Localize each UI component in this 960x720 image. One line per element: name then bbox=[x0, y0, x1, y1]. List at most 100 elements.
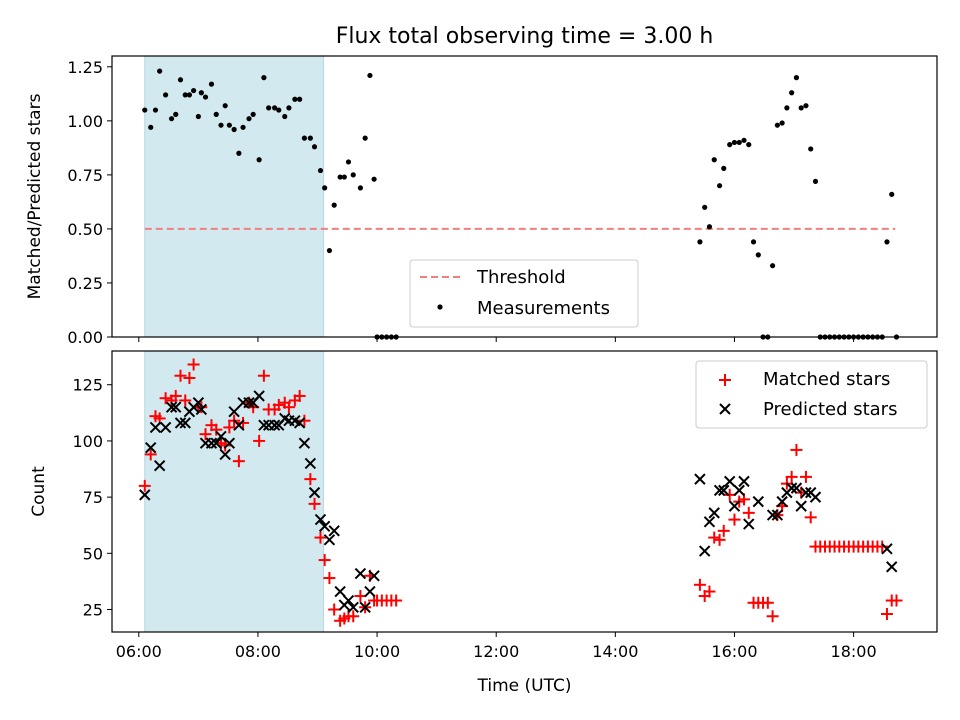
predicted-star-point bbox=[304, 457, 317, 470]
predicted-star-point bbox=[790, 482, 803, 494]
matched-star-point bbox=[799, 470, 812, 483]
top-y-axis-label: Matched/Predicted stars bbox=[25, 93, 45, 299]
x-tick-label: 08:00 bbox=[235, 642, 281, 661]
matched-star-point bbox=[199, 428, 212, 441]
predicted-star-point bbox=[145, 441, 157, 454]
chart-title: Flux total observing time = 3.00 h bbox=[336, 24, 714, 49]
measurement-point bbox=[727, 142, 733, 148]
predicted-star-point bbox=[215, 430, 227, 443]
predicted-star-point bbox=[314, 513, 327, 526]
measurement-point bbox=[266, 105, 272, 111]
predicted-star-point bbox=[881, 543, 893, 555]
measurement-point bbox=[307, 135, 313, 141]
y-tick-label: 0.25 bbox=[67, 274, 103, 293]
matched-star-point bbox=[318, 554, 331, 567]
measurement-point bbox=[784, 105, 790, 111]
top-axes-frame bbox=[111, 55, 938, 338]
legend-matched-label: Matched stars bbox=[763, 369, 890, 390]
predicted-star-point bbox=[752, 495, 765, 508]
measurement-point bbox=[326, 247, 333, 254]
matched-star-point bbox=[323, 572, 336, 585]
predicted-star-point bbox=[718, 484, 730, 497]
measurement-point bbox=[774, 122, 780, 128]
measurements-points bbox=[142, 68, 900, 340]
measurement-point bbox=[345, 159, 352, 165]
bottom-legend: Matched stars Predicted stars bbox=[695, 360, 928, 429]
matched-star-point bbox=[703, 585, 716, 598]
measurement-point bbox=[297, 96, 303, 102]
measurement-point bbox=[706, 224, 713, 230]
legend-threshold-label: Threshold bbox=[476, 267, 566, 288]
predicted-star-point bbox=[776, 495, 788, 508]
predicted-star-point bbox=[368, 570, 380, 582]
measurement-point bbox=[231, 126, 237, 133]
matched-star-point bbox=[761, 596, 774, 609]
observing-window-shade-bottom bbox=[144, 350, 324, 633]
matched-star-point bbox=[717, 524, 730, 537]
predicted-star-point bbox=[354, 567, 367, 580]
measurement-point bbox=[371, 176, 377, 182]
measurement-point bbox=[177, 77, 184, 83]
matched-star-point bbox=[766, 610, 779, 623]
predicted-star-point bbox=[195, 403, 208, 416]
measurement-point bbox=[186, 92, 193, 98]
predicted-star-point bbox=[192, 396, 205, 409]
legend-measurements-label: Measurements bbox=[477, 298, 610, 319]
matched-star-point bbox=[790, 443, 803, 456]
bottom-axes-frame bbox=[111, 350, 938, 633]
x-tick-label: 18:00 bbox=[831, 642, 877, 661]
measurement-point bbox=[812, 178, 819, 184]
legend-predicted-label: Predicted stars bbox=[763, 399, 897, 420]
predicted-star-point bbox=[258, 419, 270, 431]
measurement-point bbox=[808, 146, 814, 152]
matched-star-point bbox=[742, 506, 755, 519]
matched-star-point bbox=[293, 389, 306, 402]
predicted-star-point bbox=[347, 601, 359, 613]
matched-star-point bbox=[159, 392, 172, 405]
predicted-stars-points bbox=[139, 390, 898, 613]
bottom-y-axis-label: Count bbox=[29, 466, 49, 517]
measurement-point bbox=[191, 87, 197, 94]
bottom-panel: 25 50 75 100 125 06:00 08:00 10:00 12:00 14:00 16… bbox=[29, 350, 938, 696]
matched-star-point bbox=[890, 594, 903, 607]
predicted-star-point bbox=[253, 390, 265, 402]
predicted-star-point bbox=[308, 486, 321, 499]
predicted-star-point bbox=[153, 459, 166, 472]
predicted-star-point bbox=[243, 396, 255, 409]
predicted-star-point bbox=[223, 437, 236, 449]
predicted-star-point bbox=[738, 475, 750, 488]
measurement-point bbox=[195, 113, 201, 120]
top-legend: Threshold Measurements bbox=[409, 259, 639, 328]
measurement-point bbox=[198, 90, 204, 96]
matched-star-point bbox=[282, 401, 295, 414]
measurement-point bbox=[301, 135, 308, 141]
matched-star-point bbox=[880, 608, 893, 621]
y-tick-label: 0.00 bbox=[67, 328, 103, 347]
bottom-x-ticks: 06:00 08:00 10:00 12:00 14:00 16:00 18:00 bbox=[116, 632, 877, 661]
matched-star-point bbox=[314, 531, 327, 544]
measurement-point bbox=[331, 202, 337, 208]
measurement-point bbox=[721, 165, 727, 171]
predicted-star-point bbox=[149, 421, 162, 434]
matched-star-point bbox=[785, 470, 798, 483]
matched-star-point bbox=[708, 531, 721, 544]
predicted-star-point bbox=[293, 417, 306, 429]
predicted-star-point bbox=[165, 401, 178, 413]
predicted-star-point bbox=[785, 482, 798, 494]
measurement-point bbox=[322, 185, 328, 191]
y-tick-label: 25 bbox=[83, 601, 103, 620]
matched-star-point bbox=[347, 610, 360, 623]
measurement-point bbox=[250, 111, 256, 117]
predicted-star-point bbox=[233, 419, 245, 431]
matched-star-point bbox=[144, 448, 157, 461]
matched-star-point bbox=[390, 594, 403, 607]
matched-star-point bbox=[237, 416, 250, 429]
x-tick-label: 06:00 bbox=[116, 642, 162, 661]
x-tick-label: 10:00 bbox=[354, 642, 400, 661]
measurement-point bbox=[292, 96, 298, 102]
predicted-star-point bbox=[318, 520, 331, 533]
predicted-star-point bbox=[694, 473, 706, 485]
measurement-point bbox=[222, 103, 228, 109]
measurement-point bbox=[746, 142, 752, 148]
predicted-star-point bbox=[205, 437, 218, 449]
